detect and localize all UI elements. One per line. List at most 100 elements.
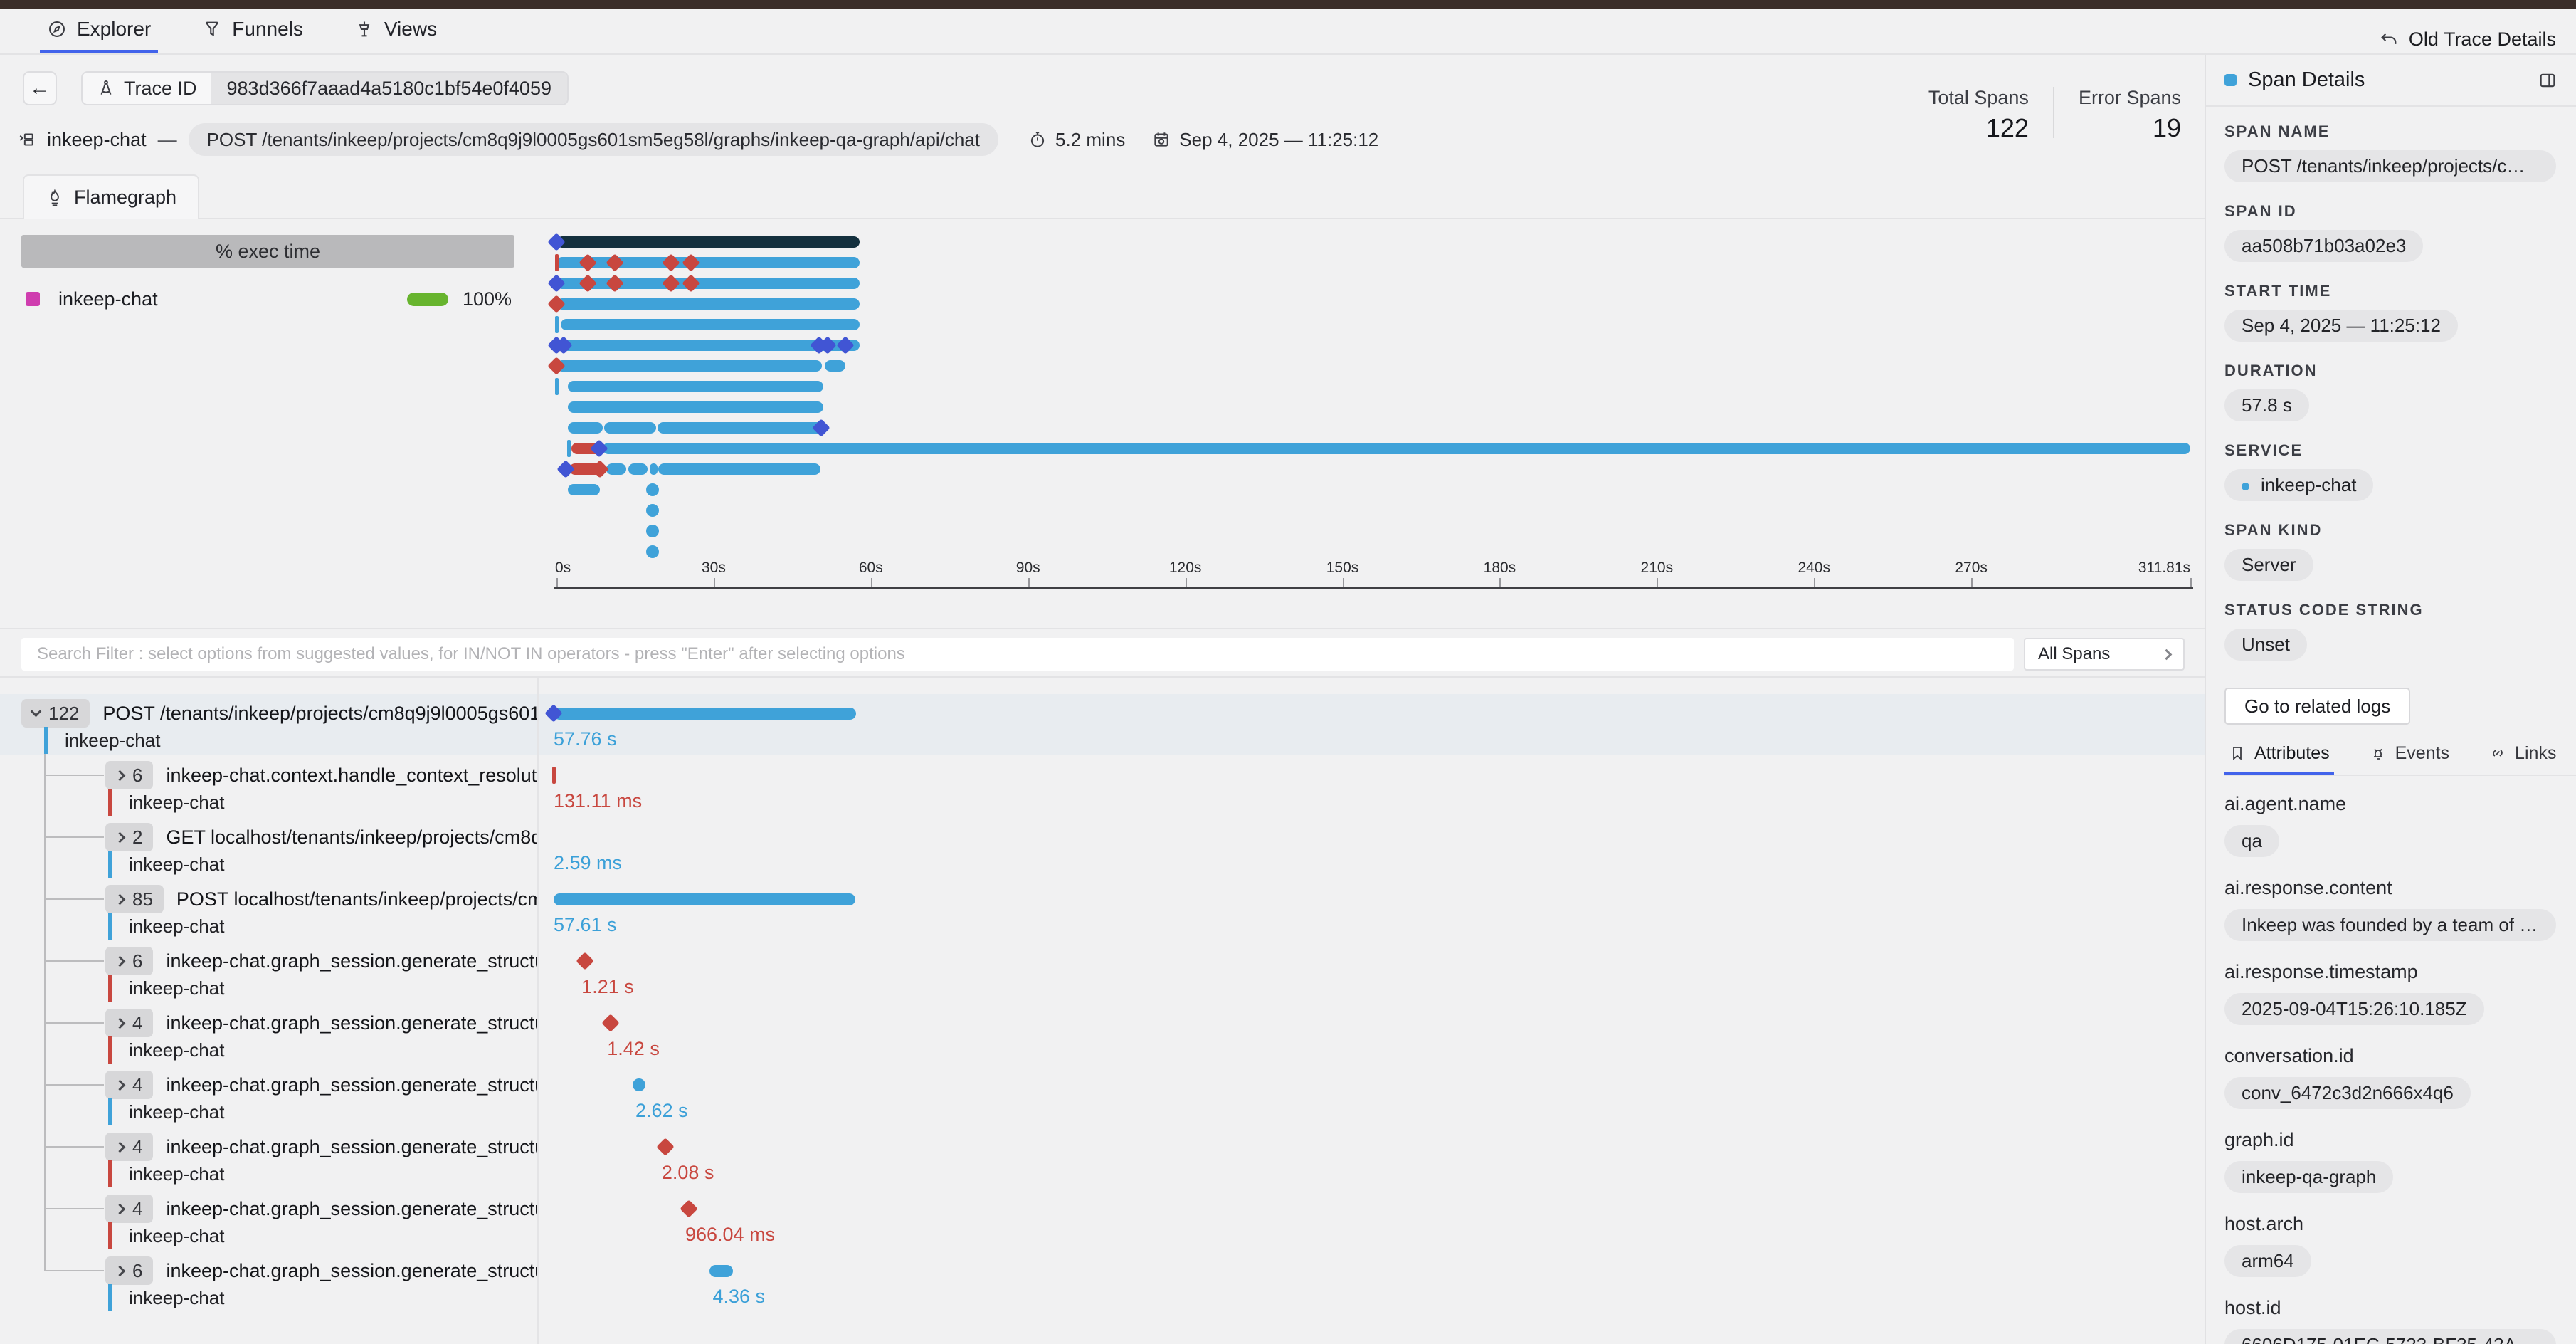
tab-attributes[interactable]: Attributes bbox=[2224, 743, 2334, 775]
tiny-span-tick[interactable] bbox=[552, 767, 556, 784]
field-duration: DURATION 57.8 s bbox=[2224, 362, 2557, 441]
trace-start-datetime: Sep 4, 2025 — 11:25:12 bbox=[1152, 129, 1378, 151]
gantt-duration-bar[interactable] bbox=[554, 893, 856, 905]
tiny-span-tick[interactable] bbox=[555, 316, 559, 333]
span-row[interactable]: 6 inkeep-chat.graph_session.generate_stru… bbox=[105, 946, 537, 976]
attribute-value[interactable]: qa bbox=[2224, 825, 2279, 857]
start-time-value[interactable]: Sep 4, 2025 — 11:25:12 bbox=[2224, 310, 2458, 342]
span-row[interactable]: 122 POST /tenants/inkeep/projects/cm8q9j9… bbox=[21, 698, 537, 728]
field-status-code: STATUS CODE STRING Unset bbox=[2224, 601, 2557, 681]
flame-span-bar[interactable] bbox=[568, 381, 823, 392]
time-axis-label: 210s bbox=[1640, 560, 1674, 576]
calendar-icon bbox=[1152, 130, 1171, 149]
flame-span-bar[interactable] bbox=[604, 422, 656, 434]
status-code-value[interactable]: Unset bbox=[2224, 629, 2307, 661]
flame-span-bar[interactable] bbox=[658, 463, 821, 475]
attribute-value[interactable]: arm64 bbox=[2224, 1245, 2311, 1277]
attribute-value[interactable]: inkeep-qa-graph bbox=[2224, 1161, 2394, 1193]
span-row[interactable]: 4 inkeep-chat.graph_session.generate_stru… bbox=[105, 1008, 537, 1038]
gantt-duration-bar[interactable] bbox=[554, 708, 857, 720]
span-row[interactable]: 4 inkeep-chat.graph_session.generate_stru… bbox=[105, 1132, 537, 1162]
error-diamond[interactable] bbox=[576, 952, 594, 970]
time-axis-tick bbox=[870, 578, 872, 587]
tab-explorer[interactable]: Explorer bbox=[40, 9, 159, 53]
span-filter-select[interactable]: All Spans bbox=[2024, 638, 2185, 671]
flame-span-bar[interactable] bbox=[628, 463, 648, 475]
go-to-related-logs-button[interactable]: Go to related logs bbox=[2224, 688, 2411, 725]
time-axis-tick bbox=[556, 578, 558, 587]
span-id-value[interactable]: aa508b71b03a02e3 bbox=[2224, 230, 2424, 262]
old-trace-details-link[interactable]: Old Trace Details bbox=[2379, 17, 2556, 62]
exec-time-header[interactable]: % exec time bbox=[21, 235, 514, 268]
error-diamond[interactable] bbox=[680, 1199, 698, 1218]
back-button[interactable]: ← bbox=[23, 71, 57, 105]
gantt-duration-pill[interactable] bbox=[709, 1265, 733, 1277]
trace-id-pill[interactable]: Trace ID 983d366f7aaad4a5180c1bf54e0f405… bbox=[81, 71, 569, 105]
flame-span-bar[interactable] bbox=[556, 340, 860, 351]
span-row[interactable]: 6 inkeep-chat.context.handle_context_reso… bbox=[105, 760, 537, 790]
flame-span-bar[interactable] bbox=[658, 422, 825, 434]
span-row[interactable]: 6 inkeep-chat.graph_session.generate_stru… bbox=[105, 1256, 537, 1286]
span-dot[interactable] bbox=[645, 525, 659, 537]
legend-row-inkeep-chat[interactable]: inkeep-chat 100% bbox=[21, 285, 514, 313]
tab-events[interactable]: Events bbox=[2365, 743, 2454, 775]
span-dot[interactable] bbox=[645, 504, 659, 517]
span-count-badge[interactable]: 6 bbox=[105, 1256, 154, 1285]
flame-span-bar[interactable] bbox=[606, 463, 626, 475]
flame-span-bar[interactable] bbox=[556, 360, 823, 372]
flame-span-bar[interactable] bbox=[568, 422, 603, 434]
tab-flamegraph[interactable]: Flamegraph bbox=[23, 174, 200, 219]
span-count-badge[interactable]: 6 bbox=[105, 761, 154, 789]
time-axis-tick bbox=[1028, 578, 1030, 587]
flame-span-bar[interactable] bbox=[650, 463, 658, 475]
tab-funnels[interactable]: Funnels bbox=[195, 9, 310, 53]
error-diamond[interactable] bbox=[601, 1014, 620, 1032]
span-row[interactable]: 2 GET localhost/tenants/inkeep/projects/c… bbox=[105, 822, 537, 852]
span-count-badge[interactable]: 4 bbox=[105, 1071, 154, 1099]
search-filter-input[interactable] bbox=[21, 638, 2014, 671]
attribute-value[interactable]: 6606D175-01EC-5723-BF35-42A6486... bbox=[2224, 1329, 2556, 1344]
flame-span-bar[interactable] bbox=[568, 401, 823, 413]
root-span-summary: inkeep-chat — POST /tenants/inkeep/proje… bbox=[17, 122, 1378, 157]
flame-span-bar[interactable] bbox=[556, 298, 860, 310]
span-count-badge[interactable]: 4 bbox=[105, 1009, 154, 1037]
tab-links[interactable]: Links bbox=[2485, 743, 2560, 775]
tiny-span-tick[interactable] bbox=[555, 378, 559, 395]
tiny-span-tick[interactable] bbox=[566, 440, 571, 457]
attributes-list: ai.agent.name qa ai.response.content Inkeep… bbox=[2224, 776, 2557, 1344]
flame-span-bar[interactable] bbox=[560, 319, 860, 330]
tab-views[interactable]: Views bbox=[347, 9, 444, 53]
span-name-value[interactable]: POST /tenants/inkeep/projects/cm8q9j... bbox=[2224, 150, 2556, 182]
span-count-badge[interactable]: 6 bbox=[105, 947, 154, 975]
flame-span-bar[interactable] bbox=[556, 236, 860, 248]
attribute-value[interactable]: 2025-09-04T15:26:10.185Z bbox=[2224, 993, 2484, 1025]
span-count-badge[interactable]: 85 bbox=[105, 885, 164, 913]
span-row[interactable]: 4 inkeep-chat.graph_session.generate_stru… bbox=[105, 1194, 537, 1224]
span-count-badge[interactable]: 4 bbox=[105, 1133, 154, 1161]
collapse-panel-icon[interactable] bbox=[2538, 70, 2557, 90]
service-value[interactable]: inkeep-chat bbox=[2224, 469, 2374, 501]
flame-span-bar[interactable] bbox=[568, 484, 601, 495]
tiny-span-tick[interactable] bbox=[555, 254, 559, 271]
attribute-value[interactable]: Inkeep was founded by a team of eigh... bbox=[2224, 909, 2556, 941]
span-dot[interactable] bbox=[633, 1078, 646, 1091]
error-diamond[interactable] bbox=[656, 1138, 675, 1156]
span-row[interactable]: 4 inkeep-chat.graph_session.generate_stru… bbox=[105, 1070, 537, 1100]
flame-span-bar[interactable] bbox=[602, 443, 2190, 454]
span-service-label: inkeep-chat bbox=[108, 789, 224, 816]
endpoint-pill[interactable]: POST /tenants/inkeep/projects/cm8q9j9l00… bbox=[188, 123, 999, 156]
span-count-badge[interactable]: 2 bbox=[105, 823, 154, 851]
span-dot[interactable] bbox=[645, 545, 659, 558]
span-row[interactable]: 85 POST localhost/tenants/inkeep/projects… bbox=[105, 884, 537, 914]
span-count-badge[interactable]: 122 bbox=[21, 699, 90, 728]
span-kind-value[interactable]: Server bbox=[2224, 549, 2313, 581]
flame-span-bar[interactable] bbox=[825, 360, 845, 372]
flamegraph-canvas[interactable]: 0s 30s 60s 90s 120s 150s 180s 210s 240s 270s 311.8… bbox=[0, 0, 2205, 1344]
attribute-value[interactable]: conv_6472c3d2n666x4q6 bbox=[2224, 1077, 2471, 1109]
flame-span-bar[interactable] bbox=[556, 278, 860, 289]
flame-span-bar[interactable] bbox=[556, 257, 860, 268]
time-axis-label: 60s bbox=[858, 560, 883, 576]
duration-value[interactable]: 57.8 s bbox=[2224, 389, 2309, 421]
span-count-badge[interactable]: 4 bbox=[105, 1195, 154, 1223]
span-dot[interactable] bbox=[645, 483, 659, 496]
